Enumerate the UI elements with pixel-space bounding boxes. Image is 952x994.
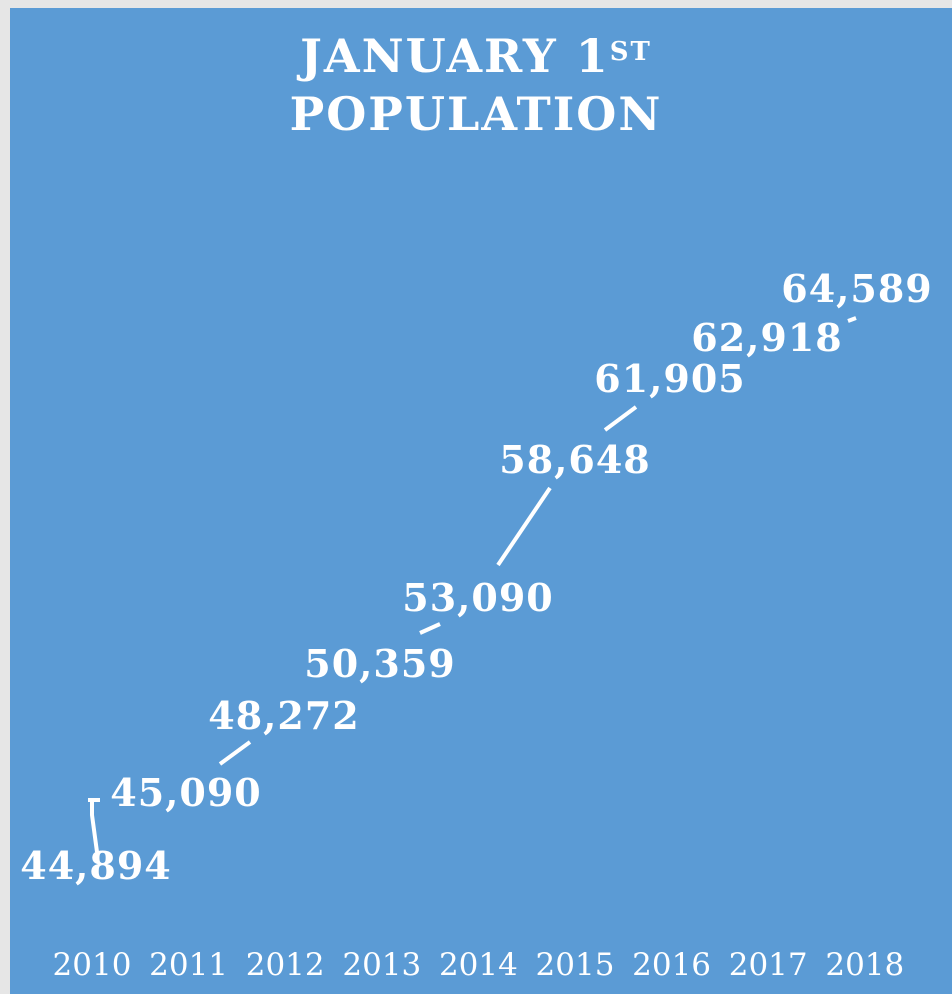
leader-line-4 <box>419 622 441 635</box>
x-axis: 2010 2011 2012 2013 2014 2015 2016 2017 2018 <box>53 947 905 983</box>
data-label-2016: 61,905 <box>594 356 745 401</box>
leader-line-1 <box>90 800 99 853</box>
x-tick-label-2012: 2012 <box>246 947 325 983</box>
x-tick-label-2010: 2010 <box>53 947 132 983</box>
data-label-2014: 53,090 <box>402 575 553 620</box>
data-label-2013: 50,359 <box>304 641 455 686</box>
leader-line-7 <box>847 316 857 323</box>
data-label-2012: 48,272 <box>208 693 359 738</box>
x-tick-label-2016: 2016 <box>632 947 711 983</box>
leader-lines <box>88 316 857 853</box>
data-label-2015: 58,648 <box>499 437 650 482</box>
x-tick-label-2013: 2013 <box>342 947 421 983</box>
data-label-2018: 64,589 <box>781 266 932 311</box>
x-tick-label-2014: 2014 <box>439 947 518 983</box>
data-label-2017: 62,918 <box>691 315 842 360</box>
leader-line-3 <box>218 740 252 766</box>
data-label-2011: 45,090 <box>110 770 261 815</box>
x-tick-label-2011: 2011 <box>149 947 228 983</box>
x-tick-label-2015: 2015 <box>536 947 615 983</box>
x-tick-label-2018: 2018 <box>825 947 904 983</box>
leader-line-5 <box>496 486 552 567</box>
title-superscript: ST <box>609 37 652 67</box>
data-label-2010: 44,894 <box>20 843 171 888</box>
chart-title: JANUARY 1ST POPULATION <box>0 27 952 143</box>
data-labels: 44,894 45,090 48,272 50,359 53,090 58,648 61,9… <box>20 266 932 888</box>
leader-line-6 <box>603 405 638 432</box>
drop-lines <box>91 317 866 915</box>
title-line-1: JANUARY 1 <box>300 29 610 83</box>
x-tick-label-2017: 2017 <box>729 947 808 983</box>
chart-area <box>10 8 952 994</box>
title-line-2: POPULATION <box>289 87 663 141</box>
